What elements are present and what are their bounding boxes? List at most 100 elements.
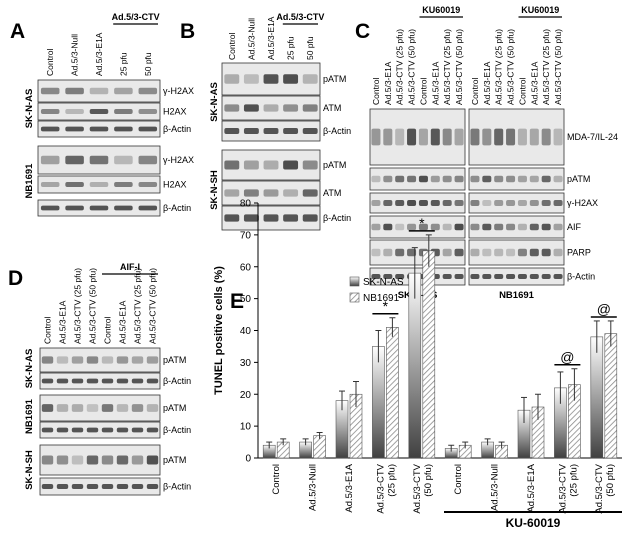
lane-label: Ad.5/3-E1A [430, 61, 440, 105]
blot-band [224, 128, 240, 134]
blot-band [470, 128, 480, 146]
blot-band [65, 181, 84, 188]
blot-band [65, 108, 84, 115]
blot-band [395, 200, 405, 206]
blot-band [101, 404, 114, 412]
blot-band [114, 181, 133, 188]
blot-band [302, 128, 318, 134]
lane-label: Control [103, 316, 113, 344]
x-tick-label: Control [271, 464, 282, 495]
row-label: β-Actin [163, 482, 191, 492]
blot-band [430, 200, 440, 206]
annotation: @ [597, 301, 611, 317]
blot-band [56, 483, 69, 490]
row-label: β-Actin [567, 272, 595, 282]
x-tick-label: Control [453, 464, 464, 495]
blot-band [494, 200, 504, 206]
blot-band [395, 223, 405, 231]
lane-label: Ad.5/3-Null [70, 34, 80, 76]
blot-band [89, 155, 109, 165]
lane-label: Ad.5/3-E1A [482, 61, 492, 105]
blot-band [482, 200, 492, 206]
blot-band [470, 273, 480, 280]
blot-band [371, 128, 381, 146]
blot-band [418, 128, 428, 146]
row-label: β-Actin [163, 376, 191, 386]
row-label: β-Actin [323, 213, 351, 223]
blot-band [89, 181, 109, 188]
blot-band [86, 404, 99, 412]
x-tick-label: Ad.5/3-CTV(50 pfu) [412, 463, 434, 513]
blot-band [224, 160, 240, 170]
blot-band [263, 104, 279, 112]
blot-band [541, 128, 551, 146]
blot-band [407, 128, 417, 146]
lane-label: Control [470, 77, 480, 105]
blot-band [302, 214, 318, 222]
bar [386, 327, 399, 459]
x-tick-label: Ad.5/3-E1A [526, 463, 537, 512]
blot-band [243, 189, 259, 197]
x-tick-label: Ad.5/3-CTV(50 pfu) [594, 463, 616, 513]
x-tick-label: Ad.5/3-Null [490, 464, 501, 511]
blot-band [138, 155, 158, 165]
blot-band [482, 273, 492, 280]
blot-band [65, 205, 84, 211]
blot-band [41, 483, 54, 490]
blot-strip [39, 421, 161, 439]
lane-label: Ad.5/3-CTV (25 pfu) [494, 29, 504, 105]
blot-band [529, 273, 539, 280]
blot-band [442, 273, 452, 280]
blot-strip [468, 192, 565, 214]
blot-band [138, 181, 158, 188]
row-label: β-Actin [323, 126, 351, 136]
lane-label: Ad.5/3-CTV (50 pfu) [88, 268, 98, 344]
blot-band [116, 427, 129, 433]
blot-band [430, 223, 440, 231]
blot-strip [39, 372, 161, 390]
blot-strip [39, 477, 161, 496]
y-tick-label: 0 [245, 454, 251, 465]
lane-label: Ad.5/3-E1A [94, 32, 104, 76]
blot-band [517, 273, 527, 280]
blot-band [263, 128, 279, 134]
y-tick-label: 70 [240, 230, 252, 241]
blot-band [283, 189, 299, 197]
blot-band [224, 74, 240, 84]
row-label: γ-H2AX [163, 86, 194, 96]
blot-band [442, 223, 452, 231]
blot-band [65, 126, 84, 132]
blot-band [418, 175, 428, 183]
blot-band [40, 108, 60, 115]
blot-band [86, 455, 99, 465]
cell-line-label: SK-N-AS [24, 349, 35, 389]
blot-strip [39, 347, 161, 373]
blot-band [41, 356, 54, 364]
blot-band [302, 189, 318, 197]
lane-label: Ad.5/3-CTV (25 pfu) [133, 268, 143, 344]
blot-strip [37, 79, 161, 103]
blot-band [470, 200, 480, 206]
blot-strip [468, 167, 565, 191]
lane-label: Ad.5/3-CTV (50 pfu) [553, 29, 563, 105]
blot-band [506, 128, 516, 146]
blot-band [383, 200, 393, 206]
lane-group-label: KU60019 [422, 5, 460, 15]
blot-band [494, 128, 504, 146]
blot-band [131, 356, 144, 364]
blot-strip [37, 175, 161, 194]
blot-band [442, 175, 452, 183]
blot-band [56, 427, 69, 433]
row-label: H2AX [163, 107, 187, 117]
blot-band [263, 189, 279, 197]
lane-label: Ad.5/3-CTV (25 pfu) [73, 268, 83, 344]
cell-line-label: NB1691 [24, 398, 35, 434]
cell-line-label: SK-N-SH [24, 450, 35, 490]
row-label: pATM [163, 455, 186, 465]
row-label: pATM [567, 174, 590, 184]
legend-label: NB1691 [363, 293, 400, 304]
blot-band [263, 160, 279, 170]
blot-strip [369, 192, 466, 214]
blot-band [395, 128, 405, 146]
